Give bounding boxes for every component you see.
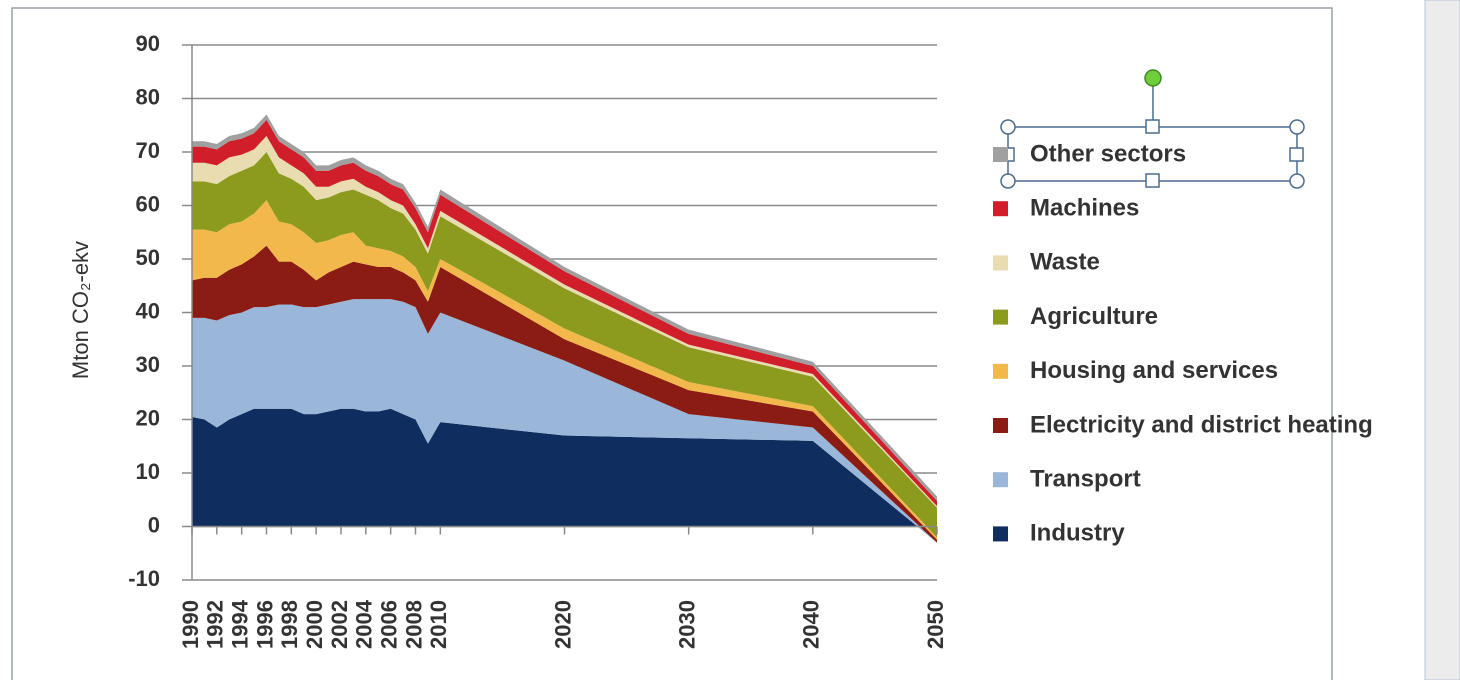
x-tick-label: 2020 <box>550 600 575 649</box>
y-tick-label: 30 <box>136 352 160 377</box>
x-tick-label: 2008 <box>401 600 426 649</box>
area <box>192 200 937 540</box>
y-tick-label: 70 <box>136 138 160 163</box>
legend-label: Other sectors <box>1030 140 1186 167</box>
legend-swatch <box>993 147 1008 162</box>
y-tick-label: 60 <box>136 191 160 216</box>
x-tick-label: 2050 <box>923 600 948 649</box>
legend-swatch <box>993 309 1008 325</box>
x-tick-label: 1992 <box>203 600 228 649</box>
y-tick-label: 10 <box>136 459 160 484</box>
x-tick-label: 1990 <box>178 600 203 649</box>
y-tick-label: 0 <box>148 512 160 537</box>
legend-label: Transport <box>1030 466 1141 493</box>
area <box>192 299 937 543</box>
side-panel <box>1424 0 1460 681</box>
y-tick-label: 20 <box>136 405 160 430</box>
legend-swatch <box>993 418 1008 433</box>
y-tick-label: 90 <box>136 31 160 56</box>
legend-label: Industry <box>1030 520 1125 547</box>
y-tick-label: -10 <box>128 566 160 591</box>
legend-swatch <box>993 201 1008 217</box>
x-tick-label: 2000 <box>302 600 327 649</box>
x-tick-label: 2006 <box>376 600 401 649</box>
x-tick-label: 2004 <box>352 599 377 649</box>
x-tick-label: 1998 <box>277 600 302 649</box>
x-tick-label: 2010 <box>426 600 451 649</box>
legend-swatch <box>993 363 1008 379</box>
legend-label: Waste <box>1030 249 1100 276</box>
x-tick-label: 2002 <box>327 600 352 649</box>
y-tick-label: 50 <box>136 245 160 270</box>
y-tick-label: 80 <box>136 84 160 109</box>
legend-label: Housing and services <box>1030 357 1278 384</box>
y-tick-label: 40 <box>136 298 160 323</box>
legend-swatch <box>993 472 1008 488</box>
area <box>192 152 937 538</box>
legend-label: Electricity and district heating <box>1030 411 1373 438</box>
x-tick-label: 1994 <box>227 599 252 649</box>
x-tick-label: 2030 <box>674 600 699 649</box>
y-axis-label: Mton CO₂-ekv <box>68 241 93 379</box>
area <box>192 245 937 543</box>
legend-label: Agriculture <box>1030 303 1158 330</box>
legend-label: Machines <box>1030 195 1139 222</box>
legend-swatch <box>993 526 1008 542</box>
x-tick-label: 1996 <box>252 600 277 649</box>
legend-swatch <box>993 255 1008 271</box>
chart-frame <box>11 7 1333 685</box>
x-tick-label: 2040 <box>799 600 824 649</box>
area <box>192 408 937 543</box>
